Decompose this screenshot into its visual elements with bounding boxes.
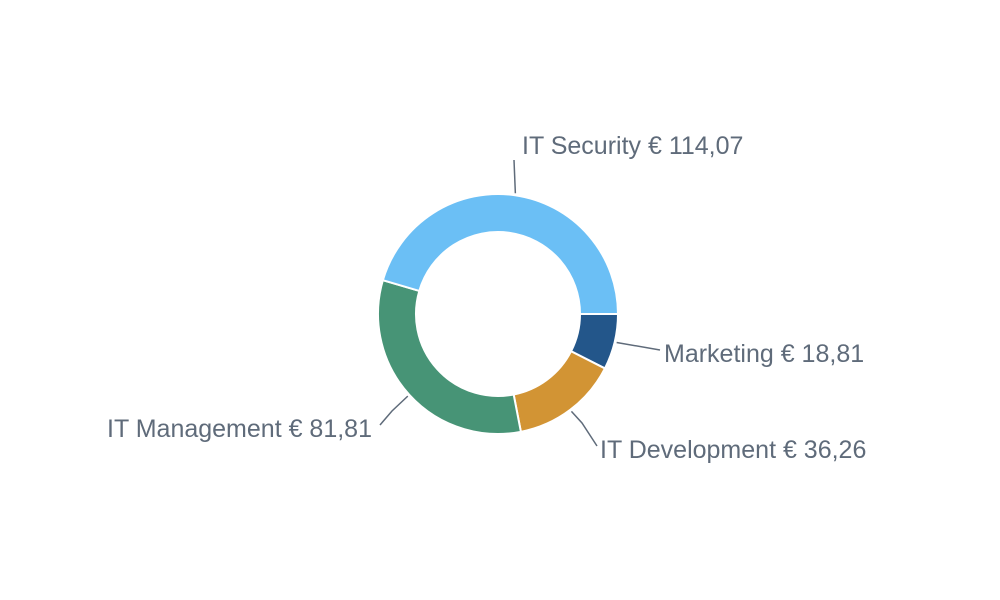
leader-line-marketing <box>616 341 661 351</box>
leader-line-it-security <box>513 159 517 194</box>
donut-slices <box>377 193 620 435</box>
slice-it-security <box>381 193 620 315</box>
slice-label-it-development: IT Development € 36,26 <box>600 436 866 464</box>
leader-line-it-management <box>379 395 409 426</box>
slice-it-development <box>512 349 607 433</box>
label-leader-lines <box>379 159 661 447</box>
slice-label-marketing: Marketing € 18,81 <box>664 340 864 368</box>
leader-line-it-development <box>570 410 598 447</box>
slice-labels: Marketing € 18,81 IT Development € 36,26… <box>107 132 866 464</box>
slice-label-it-security: IT Security € 114,07 <box>522 132 743 160</box>
slice-it-management <box>377 278 523 435</box>
slice-label-it-management: IT Management € 81,81 <box>107 415 372 443</box>
